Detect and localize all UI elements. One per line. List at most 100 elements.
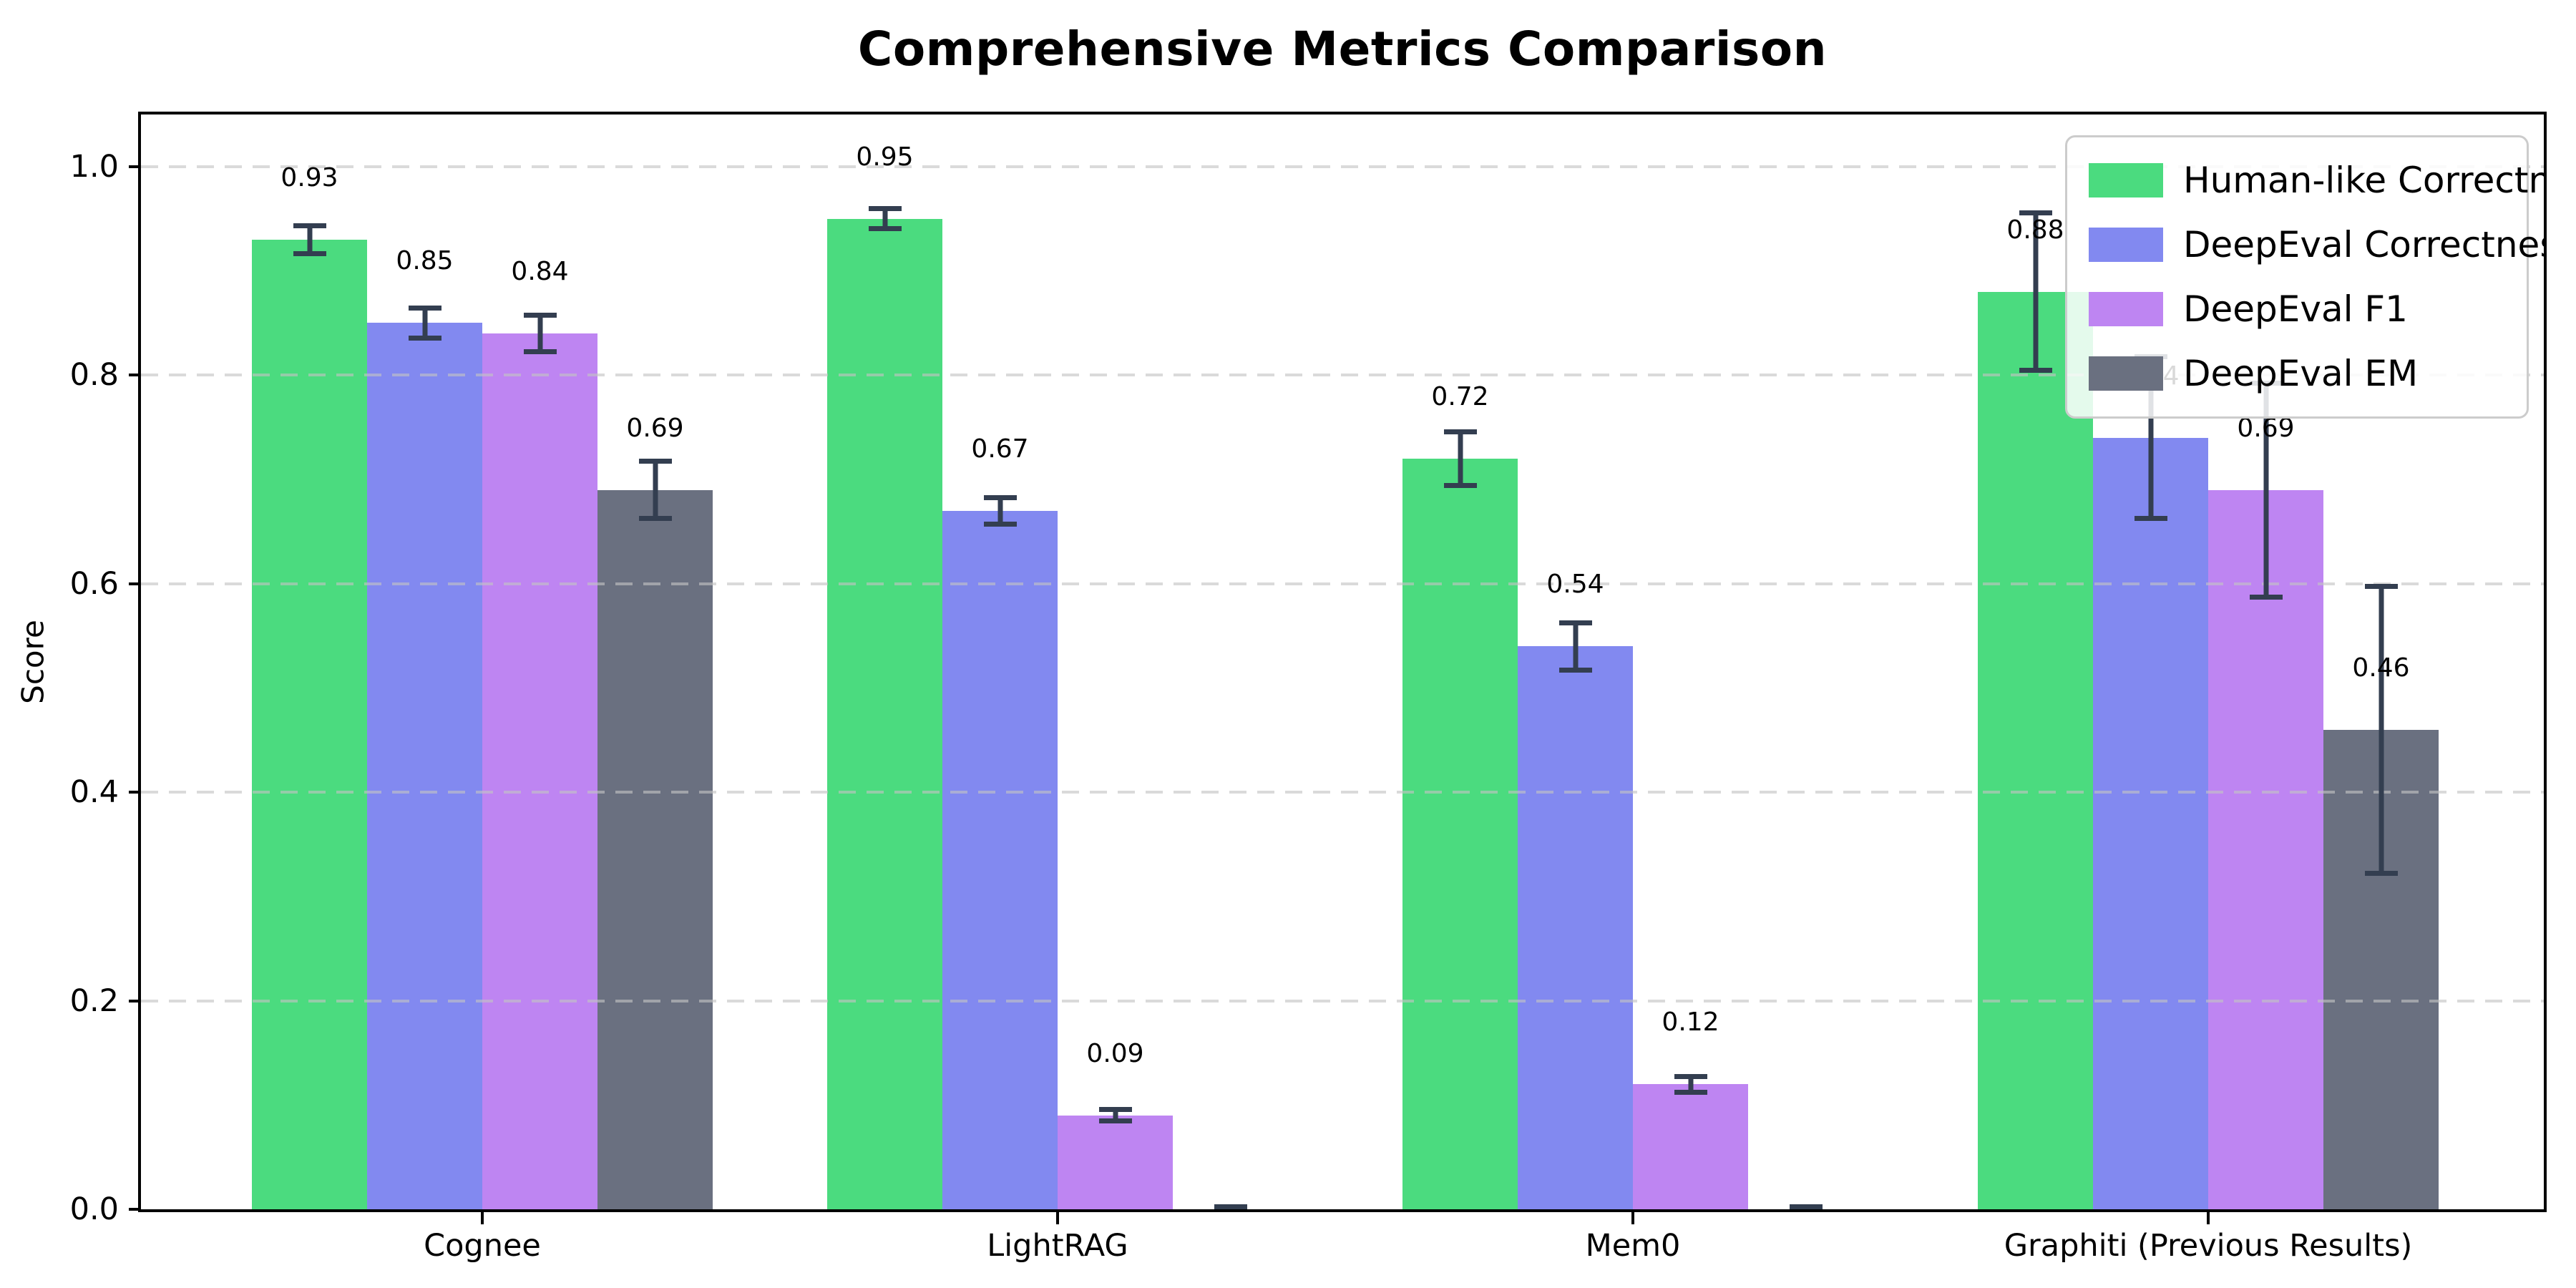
legend: Human-like Correctness DeepEval Correctne… [2065, 135, 2544, 419]
legend-swatch-4 [2089, 356, 2163, 391]
legend-swatch-1 [2089, 163, 2163, 197]
legend-row-2: DeepEval Correctness [2089, 219, 2544, 270]
errorbar-cap-bottom [2134, 516, 2167, 522]
bar-series2-graphiti-previous-results- [2093, 437, 2208, 1209]
legend-label-4: DeepEval EM [2183, 353, 2419, 394]
errorbar-cap-top [293, 223, 326, 228]
y-tick-label-0.8: 0.8 [69, 357, 119, 394]
x-tick-label-4: Graphiti (Previous Results) [2004, 1228, 2413, 1264]
legend-label-2: DeepEval Correctness [2183, 224, 2547, 265]
bar-series1-lightrag [827, 218, 942, 1209]
y-tick-mark-0.0 [129, 1208, 141, 1211]
gridline-0.4 [141, 791, 2544, 794]
errorbar-series1-group2 [868, 206, 902, 232]
x-tick-mark-3 [1631, 1212, 1634, 1224]
chart-title: Comprehensive Metrics Comparison [857, 21, 1828, 77]
bar-value-label: 0.54 [1546, 570, 1604, 600]
legend-swatch-2 [2089, 228, 2163, 262]
bar-series2-lightrag [942, 510, 1058, 1209]
errorbar-line [997, 494, 1002, 527]
y-tick-label-0.0: 0.0 [69, 1191, 119, 1227]
bar-value-label: 0.69 [626, 413, 684, 443]
y-tick-mark-0.8 [129, 374, 141, 377]
gridline-0.8 [141, 374, 2544, 377]
errorbar-cap-top [2364, 583, 2398, 589]
bar-value-label: 0.93 [280, 162, 338, 192]
errorbar-line [1573, 620, 1578, 673]
errorbar-cap-top [408, 305, 441, 311]
errorbar-cap-bottom [1214, 1209, 1247, 1212]
y-tick-mark-0.6 [129, 582, 141, 585]
errorbar-series4-group4 [2364, 583, 2398, 876]
legend-swatch-3 [2089, 292, 2163, 326]
bar-value-label: 0.09 [1086, 1038, 1144, 1068]
x-tick-label-3: Mem0 [1585, 1228, 1681, 1264]
errorbar-cap-bottom [2019, 368, 2052, 374]
errorbar-cap-bottom [983, 521, 1017, 527]
errorbar-cap-bottom [523, 349, 557, 355]
errorbar-line [653, 458, 658, 522]
bar-value-label: 0.46 [2352, 653, 2410, 683]
y-tick-mark-1.0 [129, 165, 141, 168]
errorbar-series3-group3 [1674, 1073, 1707, 1095]
errorbar-cap-top [1789, 1204, 1823, 1209]
errorbar-cap-top [1098, 1107, 1132, 1113]
errorbar-series4-group1 [638, 458, 672, 522]
errorbar-cap-top [1674, 1073, 1707, 1079]
x-tick-label-1: Cognee [424, 1228, 541, 1264]
errorbar-series2-group3 [1558, 620, 1592, 673]
errorbar-cap-bottom [408, 336, 441, 341]
errorbar-series1-group1 [293, 223, 326, 257]
bar-series1-mem0 [1402, 458, 1518, 1209]
legend-row-1: Human-like Correctness [2089, 155, 2544, 206]
errorbar-line [1113, 1107, 1118, 1124]
errorbar-cap-bottom [868, 226, 902, 232]
errorbar-cap-bottom [1674, 1089, 1707, 1095]
errorbar-line [2263, 380, 2268, 600]
bar-value-label: 0.95 [856, 142, 914, 172]
bar-series3-lightrag [1058, 1115, 1173, 1209]
errorbar-series3-group2 [1098, 1107, 1132, 1124]
errorbar-series3-group1 [523, 312, 557, 355]
bar-value-label: 0.84 [511, 257, 569, 286]
legend-row-4: DeepEval EM [2089, 348, 2505, 399]
legend-row-3: DeepEval F1 [2089, 283, 2505, 335]
y-tick-mark-0.4 [129, 791, 141, 794]
errorbar-cap-top [523, 312, 557, 318]
y-tick-label-0.6: 0.6 [69, 565, 119, 602]
legend-label-1: Human-like Correctness [2183, 160, 2547, 201]
errorbar-line [882, 206, 887, 232]
plot-area: Human-like Correctness DeepEval Correctne… [138, 112, 2547, 1212]
errorbar-line [537, 312, 542, 355]
gridline-0.2 [141, 999, 2544, 1002]
errorbar-cap-bottom [1443, 482, 1477, 488]
errorbar-series2-group2 [983, 494, 1017, 527]
gridline-0.6 [141, 582, 2544, 585]
x-tick-label-2: LightRAG [987, 1228, 1128, 1264]
x-tick-mark-1 [481, 1212, 484, 1224]
bar-series3-cognee [482, 333, 597, 1209]
errorbar-series4-group2 [1214, 1204, 1247, 1212]
bar-series3-mem0 [1633, 1084, 1748, 1209]
legend-label-3: DeepEval F1 [2183, 288, 2408, 330]
errorbar-line [422, 305, 427, 341]
errorbar-cap-top [638, 458, 672, 464]
errorbar-line [1688, 1073, 1693, 1095]
errorbar-cap-top [1558, 620, 1592, 625]
errorbar-line [307, 223, 312, 257]
x-tick-mark-4 [2207, 1212, 2210, 1224]
bar-value-label: 0.72 [1431, 381, 1489, 411]
errorbar-line [2379, 583, 2384, 876]
bar-value-label: 0.88 [2006, 215, 2064, 245]
errorbar-cap-bottom [638, 516, 672, 522]
errorbar-cap-bottom [2249, 594, 2283, 600]
bar-series3-graphiti-previous-results- [2208, 489, 2323, 1209]
errorbar-cap-top [983, 494, 1017, 500]
bar-series4-cognee [597, 489, 713, 1209]
bar-value-label: 0.85 [396, 246, 454, 276]
errorbar-cap-bottom [2364, 870, 2398, 876]
errorbar-cap-bottom [293, 251, 326, 257]
errorbar-cap-bottom [1790, 1209, 1823, 1212]
errorbar-cap-top [1214, 1204, 1247, 1209]
